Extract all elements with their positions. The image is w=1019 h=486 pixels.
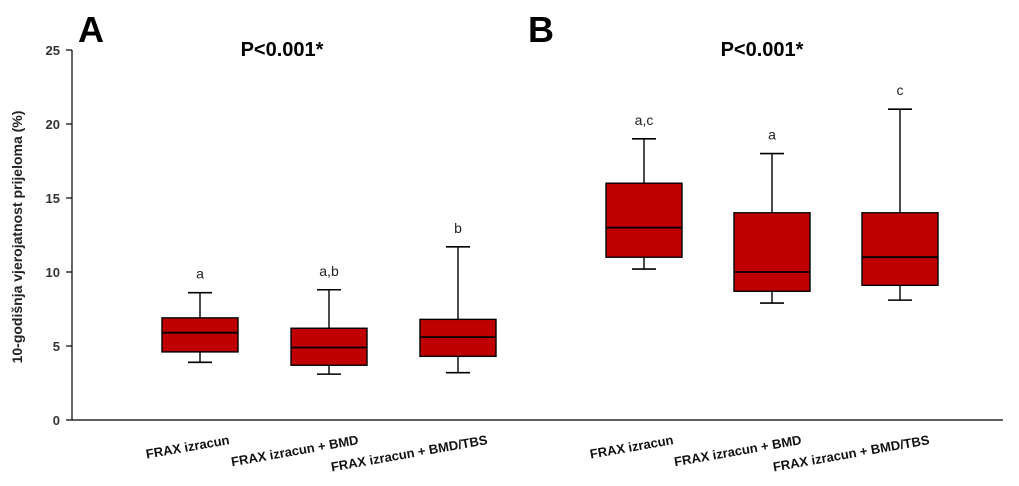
box-plot-b-3 (861, 108, 939, 301)
x-category-label: FRAX izracun (145, 432, 231, 461)
y-tick-label: 5 (53, 339, 60, 354)
iqr-box (605, 182, 683, 258)
p-value-label: P<0.001* (721, 39, 804, 61)
box-plot-a-3 (419, 246, 497, 374)
y-axis-label: 10-godišnja vjerojatnost prijeloma (%) (9, 111, 25, 364)
y-tick-label: 25 (46, 43, 60, 58)
axes: 0 5 10 15 20 25 (46, 43, 1003, 428)
panel-label: A (78, 9, 104, 50)
y-tick-label: 10 (46, 265, 60, 280)
iqr-box (861, 212, 939, 287)
box-plot-a-1 (161, 291, 239, 364)
y-tick-label: 20 (46, 117, 60, 132)
y-tick-label: 0 (53, 413, 60, 428)
significance-label: a (768, 127, 776, 143)
box-plot-a-2 (290, 288, 368, 375)
y-tick-label: 15 (46, 191, 60, 206)
p-value-label: P<0.001* (241, 39, 324, 61)
plot-marks (161, 108, 939, 375)
significance-label: a,c (635, 112, 654, 128)
significance-label: c (897, 82, 904, 98)
significance-label: a (196, 266, 204, 282)
box-plot-b-1 (605, 138, 683, 270)
box-plot-b-2 (733, 152, 811, 304)
x-category-label: FRAX izracun (589, 432, 675, 461)
significance-label: b (454, 220, 462, 236)
significance-label: a,b (319, 263, 339, 279)
iqr-box (733, 212, 811, 292)
panel-label: B (528, 9, 554, 50)
iqr-box (161, 317, 239, 353)
